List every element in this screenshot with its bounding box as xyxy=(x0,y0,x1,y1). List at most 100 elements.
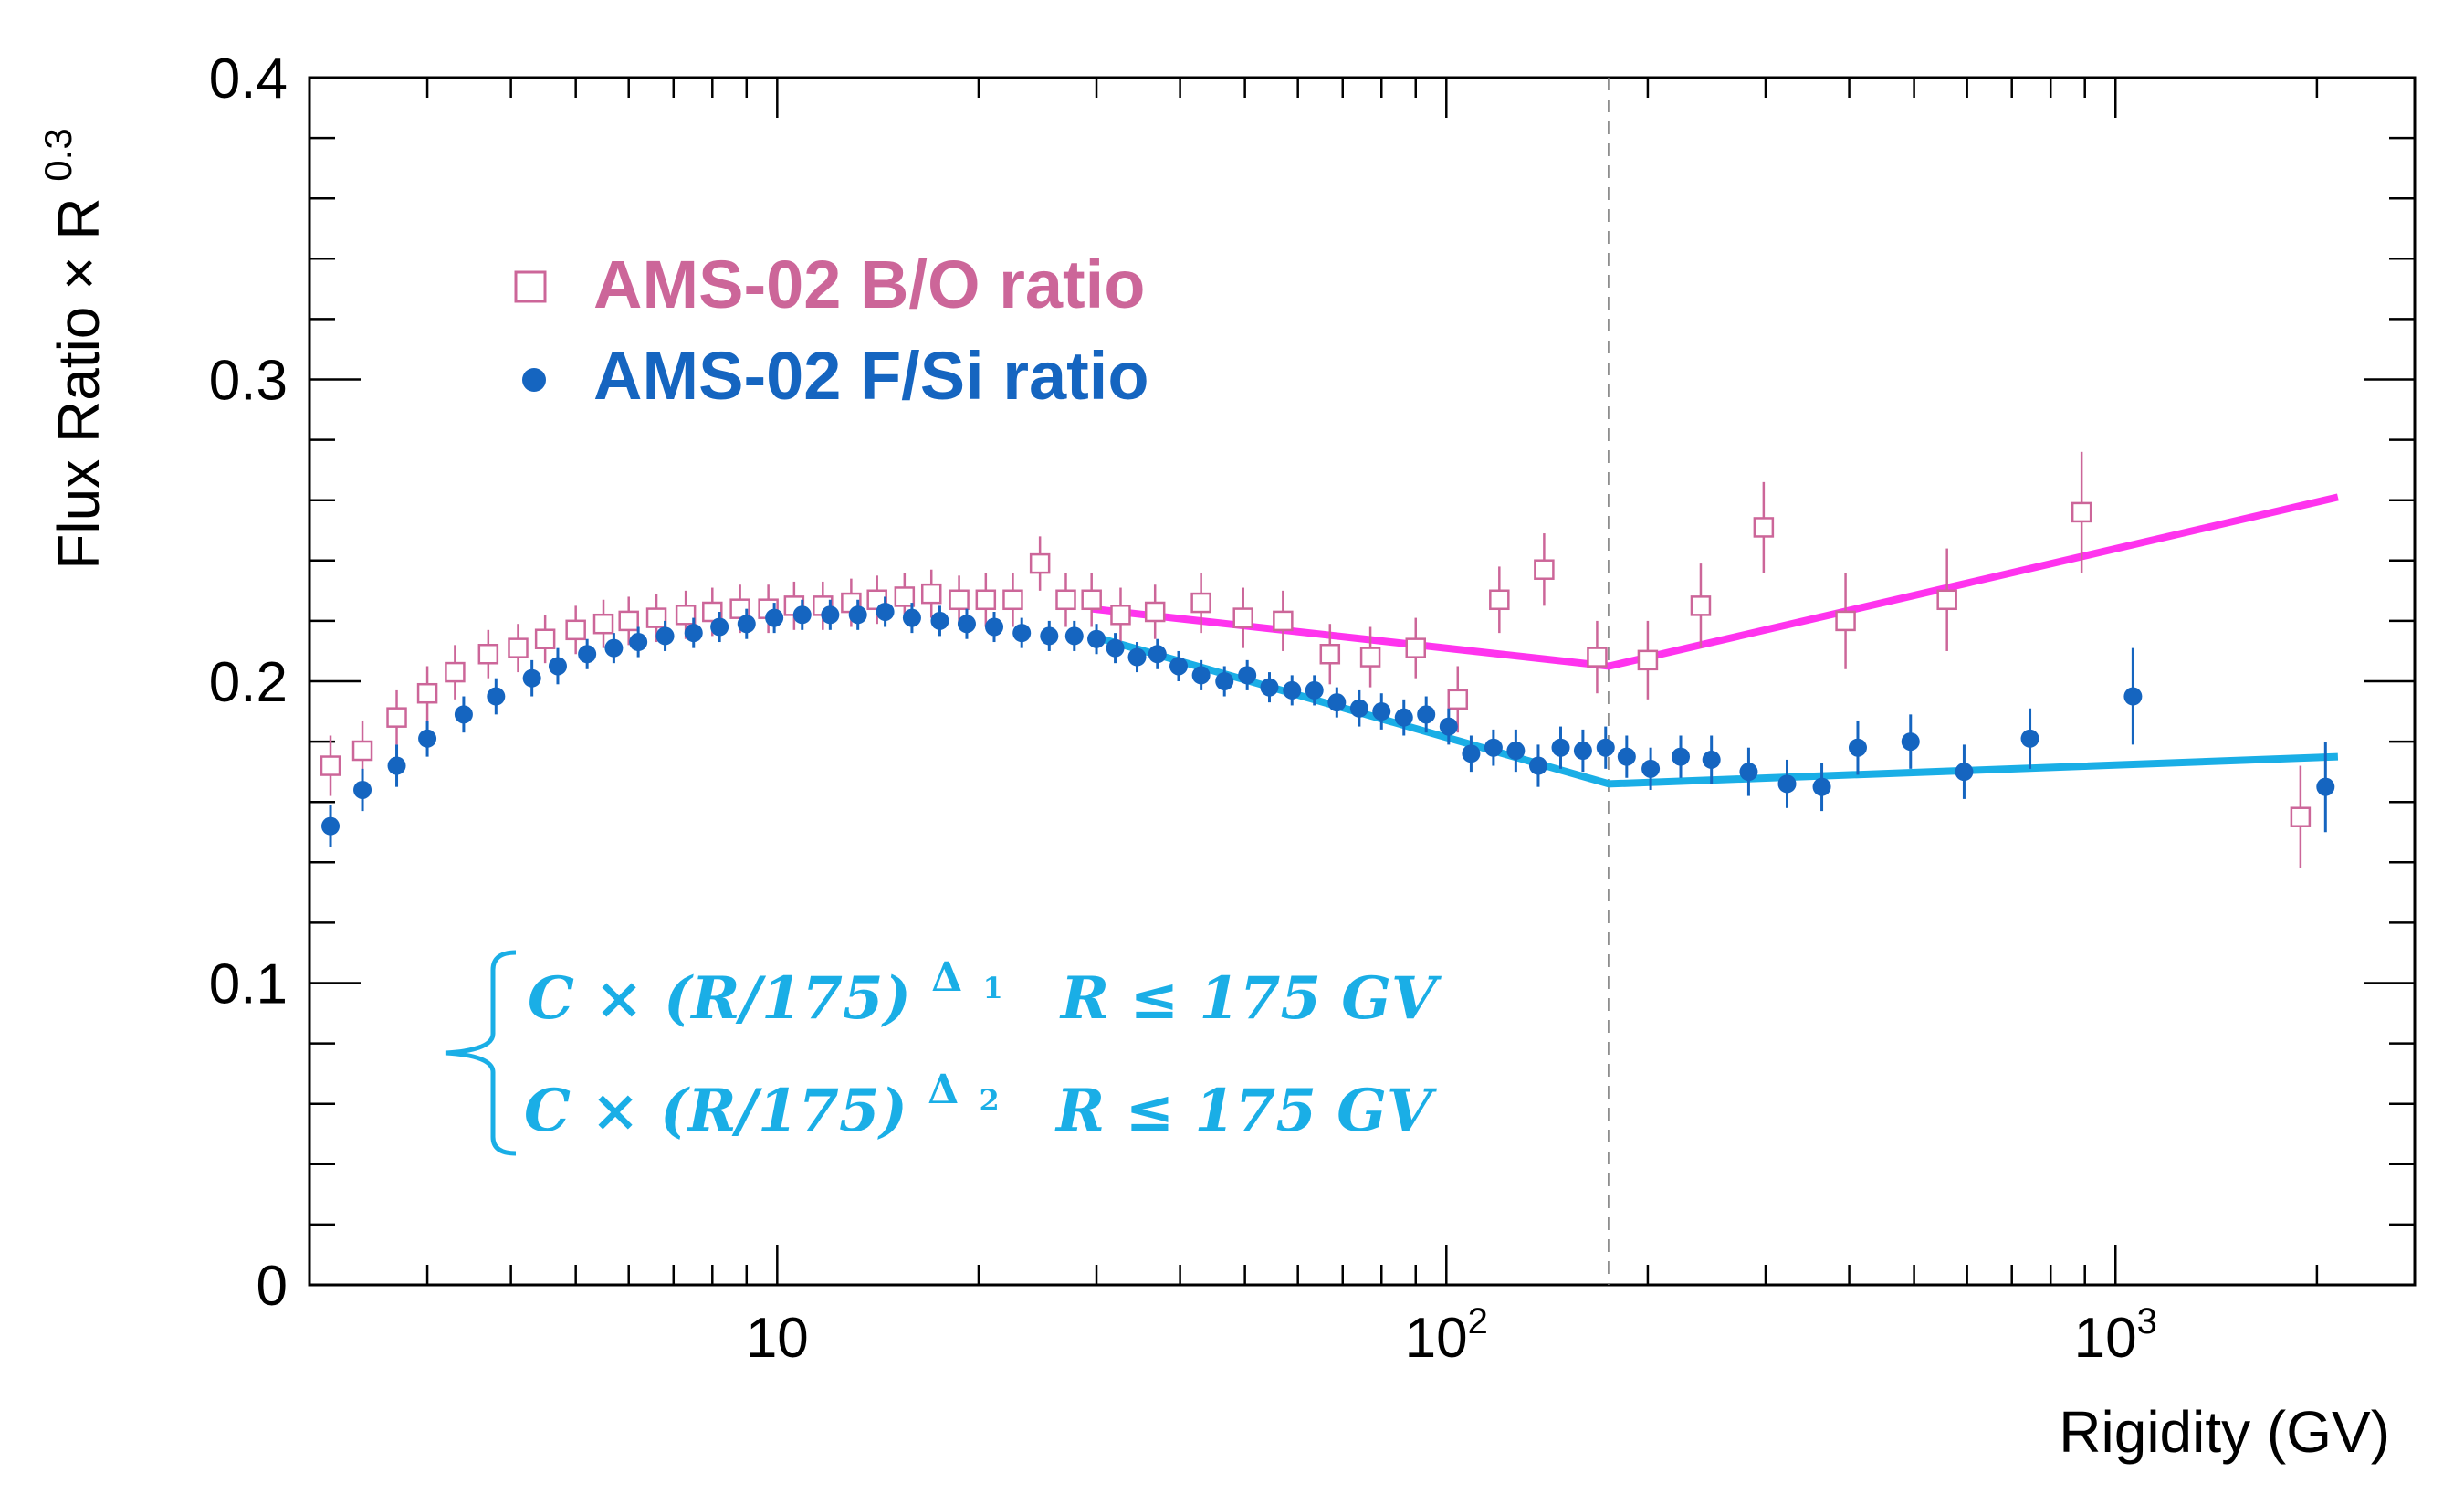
x-tick-label: 103 xyxy=(2074,1301,2157,1370)
legend-bo-label: AMS-02 B/O ratio xyxy=(593,247,1145,322)
legend: AMS-02 B/O ratio AMS-02 F/Si ratio xyxy=(514,247,1149,414)
bo-data-point xyxy=(1936,589,1957,611)
fsi-data-point xyxy=(2316,777,2335,796)
fsi-data-point xyxy=(1955,763,1974,782)
fsi-data-point xyxy=(902,608,921,627)
bo-data-point xyxy=(1489,589,1510,611)
fsi-data-point xyxy=(1417,705,1436,724)
bo-data-point xyxy=(508,637,529,658)
fsi-data-point xyxy=(821,605,840,625)
y-tick-label: 0.1 xyxy=(209,953,288,1016)
legend-bo-marker xyxy=(514,270,547,303)
bo-data-point xyxy=(949,589,970,611)
fsi-data-point xyxy=(1327,693,1347,712)
y-tick-label: 0.3 xyxy=(209,350,288,413)
fsi-data-point xyxy=(1617,747,1636,766)
fsi-data-point xyxy=(1739,763,1758,782)
fsi-data-point xyxy=(522,668,541,688)
bo-data-point xyxy=(1273,610,1294,632)
x-tick-label: 10 xyxy=(746,1307,809,1370)
formula-line-1-lhs: C × (R/175) xyxy=(528,964,911,1033)
y-axis-label: Flux Ratio × R 0.3 xyxy=(37,128,111,569)
formula-line-2-exp: Δ xyxy=(928,1067,959,1113)
bo-data-point xyxy=(416,682,438,704)
fsi-data-point xyxy=(1573,742,1592,761)
fsi-data-point xyxy=(418,729,437,748)
bo-data-point xyxy=(1319,644,1341,665)
x-tick-labels: 10 102 103 xyxy=(746,1301,2157,1370)
fsi-data-point xyxy=(1012,624,1032,643)
x-tick-label-exp: 2 xyxy=(1468,1301,1488,1341)
y-tick-label: 0 xyxy=(257,1255,288,1318)
fsi-data-point xyxy=(1283,680,1302,700)
bo-data-point xyxy=(2071,501,2092,523)
fsi-data-point xyxy=(1305,680,1324,700)
fsi-data-point xyxy=(737,615,756,634)
y-tick-label: 0.2 xyxy=(209,651,288,714)
fsi-data-point xyxy=(487,687,506,706)
bo-data-point xyxy=(894,586,916,607)
fsi-data-point xyxy=(1596,738,1615,757)
x-tick-label-base: 10 xyxy=(1405,1307,1468,1370)
fsi-data-point xyxy=(353,780,372,799)
fsi-data-point xyxy=(1901,732,1920,752)
fsi-data-point xyxy=(876,602,895,621)
fsi-data-point xyxy=(1349,699,1368,718)
bo-data-point xyxy=(1359,647,1381,668)
fsi-data-point xyxy=(655,626,675,646)
bo-data-point xyxy=(1055,589,1076,611)
fsi-data-point xyxy=(387,756,406,775)
bo-data-point xyxy=(1534,559,1555,580)
fit-line xyxy=(1091,493,2339,670)
bo-ratio-series xyxy=(320,451,2312,868)
bo-data-point xyxy=(1637,649,1659,671)
fsi-data-point xyxy=(1528,756,1547,775)
bo-data-point xyxy=(565,619,586,641)
formula-line-1: C × (R/175) Δ 1 xyxy=(528,937,1003,1033)
legend-fsi-marker xyxy=(522,368,546,392)
fsi-data-point xyxy=(321,816,341,836)
bo-data-point xyxy=(1081,589,1102,611)
fsi-data-point xyxy=(1672,747,1691,766)
bo-data-point xyxy=(702,601,723,623)
bo-data-point xyxy=(645,607,667,628)
fsi-data-point xyxy=(1148,645,1167,664)
fsi-data-point xyxy=(1191,666,1211,685)
fsi-data-point xyxy=(1777,774,1797,794)
y-tick-labels: 0 0.1 0.2 0.3 0.4 xyxy=(209,47,288,1318)
bo-data-point xyxy=(1753,517,1775,538)
fsi-data-point xyxy=(1462,744,1481,763)
fsi-data-point xyxy=(1372,702,1391,721)
bo-data-point xyxy=(445,661,466,683)
fsi-data-point xyxy=(1551,738,1570,757)
fsi-data-point xyxy=(930,611,949,630)
fsi-data-point xyxy=(604,638,624,658)
bo-data-point xyxy=(1110,605,1131,626)
fsi-data-point xyxy=(1127,647,1147,667)
x-tick-label-base: 10 xyxy=(746,1307,809,1370)
fsi-data-point xyxy=(710,617,729,637)
fsi-data-point xyxy=(1484,738,1503,757)
fsi-data-point xyxy=(684,624,703,643)
formula-line-1-exp: Δ xyxy=(931,954,962,1001)
bo-data-point xyxy=(386,707,407,728)
formula: C × (R/175) Δ 1 R ≤ 175 GV C × (R/175) Δ… xyxy=(445,937,1442,1156)
fsi-data-point xyxy=(985,617,1004,637)
x-tick-label-exp: 3 xyxy=(2137,1301,2157,1341)
bo-data-point xyxy=(1144,601,1166,623)
bo-data-point xyxy=(2290,806,2312,827)
fsi-data-point xyxy=(1506,742,1526,761)
formula-line-2-lhs: C × (R/175) xyxy=(524,1077,907,1145)
fsi-data-point xyxy=(454,705,473,724)
formula-line-2-sub: 2 xyxy=(980,1083,1000,1118)
bo-data-point xyxy=(1835,610,1856,632)
x-tick-label: 102 xyxy=(1405,1301,1488,1370)
fsi-data-point xyxy=(1848,738,1867,757)
y-axis-label-main: Flux Ratio × R xyxy=(46,197,111,569)
bo-data-point xyxy=(975,589,997,611)
bo-data-point xyxy=(320,755,341,776)
fsi-data-point xyxy=(1106,638,1125,658)
y-tick-label: 0.4 xyxy=(209,47,288,110)
fsi-ratio-series xyxy=(321,596,2335,847)
